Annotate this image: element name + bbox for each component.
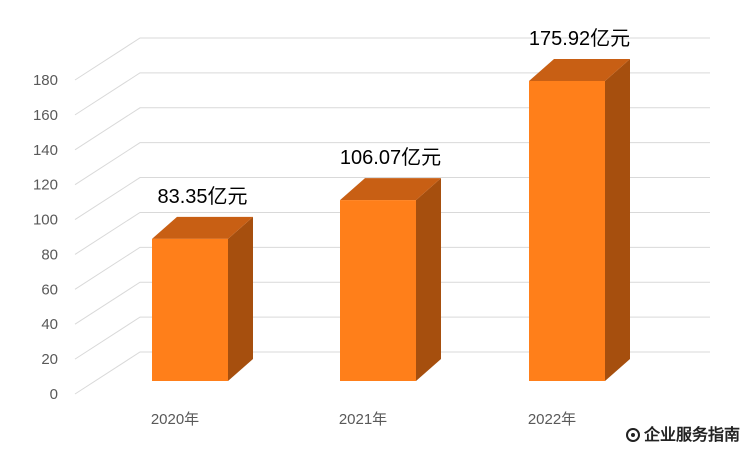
data-label: 106.07亿元 [340, 146, 441, 169]
gridline [74, 281, 710, 325]
data-label: 175.92亿元 [529, 27, 630, 50]
bar [152, 216, 253, 381]
bar-side [416, 178, 441, 381]
bar-top [152, 216, 253, 239]
chat-bubble-icon [625, 428, 640, 442]
bar-front [529, 80, 605, 381]
grid-lines [74, 37, 710, 395]
watermark-text: 企业服务指南 [643, 425, 740, 444]
y-tick-label: 120 [33, 177, 58, 194]
data-labels: 83.35亿元 106.07亿元 175.92亿元 [157, 27, 630, 208]
bars [152, 58, 630, 381]
gridline [74, 211, 710, 255]
y-tick-label: 0 [50, 386, 58, 403]
y-tick-label: 20 [41, 351, 58, 368]
gridline [74, 107, 710, 151]
bar-side [228, 216, 253, 381]
bar-front [152, 238, 228, 381]
bar [529, 58, 630, 381]
watermark: 企业服务指南 [625, 421, 740, 445]
gridline [74, 37, 710, 81]
data-label: 83.35亿元 [157, 185, 247, 208]
bar-front [340, 200, 416, 381]
gridline [74, 142, 710, 186]
y-tick-label: 160 [33, 107, 58, 124]
y-axis-ticks: 0 20 40 60 80 100 120 140 160 180 [33, 72, 58, 403]
gridline [74, 351, 710, 395]
y-tick-label: 180 [33, 72, 58, 89]
bar [340, 178, 441, 381]
bar-side [605, 58, 630, 381]
bar-top [529, 58, 630, 81]
gridline [74, 72, 710, 116]
y-tick-label: 40 [41, 316, 58, 333]
gridline [74, 316, 710, 360]
x-category-label: 2022年 [528, 411, 576, 428]
y-tick-label: 80 [41, 246, 58, 263]
x-category-label: 2020年 [151, 411, 199, 428]
gridline [74, 246, 710, 290]
y-tick-label: 140 [33, 142, 58, 159]
x-axis-categories: 2020年 2021年 2022年 [151, 411, 576, 428]
gridline [74, 177, 710, 220]
bar-top [340, 178, 441, 201]
x-category-label: 2021年 [339, 411, 387, 428]
y-tick-label: 60 [41, 281, 58, 298]
y-tick-label: 100 [33, 212, 58, 229]
